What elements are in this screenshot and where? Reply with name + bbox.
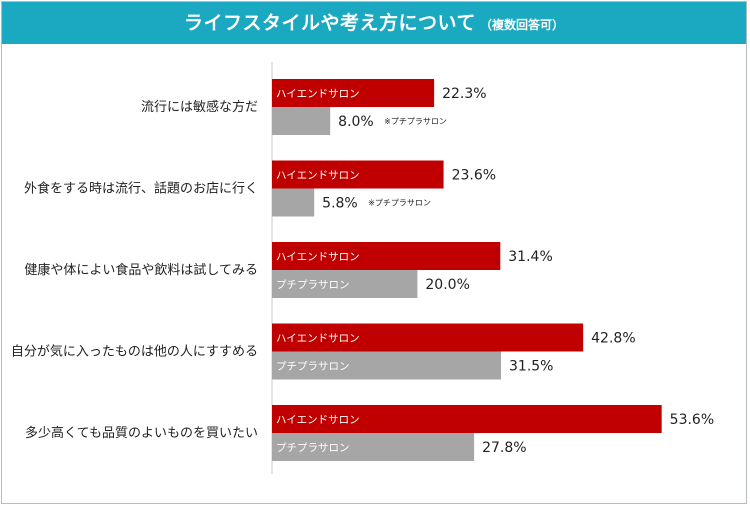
chart-subtitle: （複数回答可） <box>479 18 564 32</box>
bar-high-end-salon <box>272 323 584 352</box>
value-label: 22.3% <box>442 86 486 102</box>
value-label: 20.0% <box>425 277 469 293</box>
bar-series-label: ハイエンドサロン <box>276 88 360 100</box>
value-label: 42.8% <box>591 331 635 347</box>
chart-header: ライフスタイルや考え方について （複数回答可） <box>2 2 746 44</box>
bar-petit-salon <box>272 107 331 135</box>
bar-series-label: ハイエンドサロン <box>276 333 360 345</box>
series-note: ※プチプラサロン <box>384 117 447 126</box>
bar-series-label: プチプラサロン <box>276 442 350 454</box>
bar-high-end-salon <box>272 160 444 189</box>
bar-high-end-salon <box>272 242 501 270</box>
category-label: 流行には敏感な方だ <box>141 99 258 115</box>
bar-petit-salon <box>272 351 502 380</box>
category-label: 自分が気に入ったものは他の人にすすめる <box>11 344 258 360</box>
chart-title: ライフスタイルや考え方について <box>184 12 476 34</box>
bar-high-end-salon <box>272 405 662 433</box>
value-label: 53.6% <box>670 412 714 428</box>
bar-series-label: ハイエンドサロン <box>276 414 360 426</box>
bar-petit-salon <box>272 188 315 217</box>
value-label: 8.0% <box>338 114 374 130</box>
bar-high-end-salon <box>272 79 435 107</box>
category-label: 健康や体によい食品や飲料は試してみる <box>24 262 258 278</box>
bar-series-label: プチプラサロン <box>276 279 350 291</box>
value-label: 31.4% <box>508 249 552 265</box>
bar-petit-salon <box>272 270 418 298</box>
bar-series-label: ハイエンドサロン <box>276 170 360 182</box>
value-label: 5.8% <box>322 196 358 212</box>
bar-series-label: ハイエンドサロン <box>276 251 360 263</box>
category-label: 外食をする時は流行、話題のお店に行く <box>24 181 258 197</box>
category-label: 多少高くても品質のよいものを買いたい <box>25 425 258 441</box>
bar-series-label: プチプラサロン <box>276 361 350 373</box>
value-label: 23.6% <box>452 168 496 184</box>
value-label: 27.8% <box>482 440 526 456</box>
value-label: 31.5% <box>509 359 553 375</box>
bar-petit-salon <box>272 433 475 461</box>
series-note: ※プチプラサロン <box>368 199 431 208</box>
